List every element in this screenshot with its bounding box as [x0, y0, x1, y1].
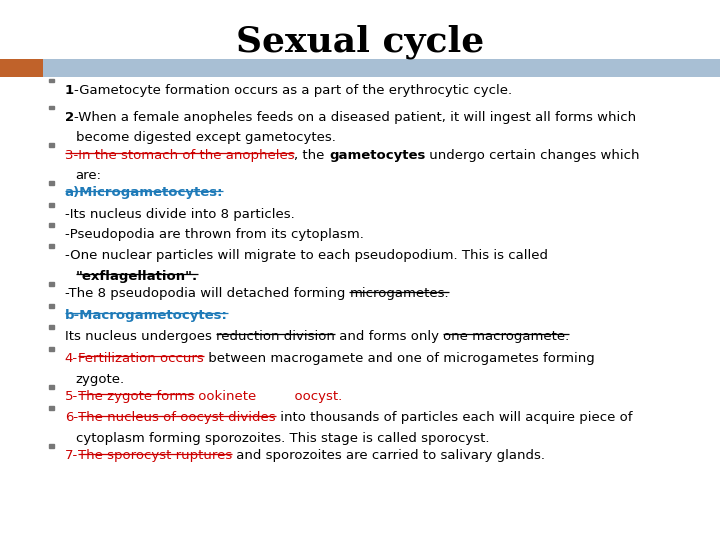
Bar: [49, 406, 55, 410]
Text: -When a female anopheles feeds on a diseased patient, it will ingest all forms w: -When a female anopheles feeds on a dise…: [74, 111, 636, 124]
Bar: [49, 223, 55, 227]
Bar: [49, 303, 55, 308]
Text: into thousands of particles each will acquire piece of: into thousands of particles each will ac…: [276, 411, 632, 424]
Text: and sporozoites are carried to salivary glands.: and sporozoites are carried to salivary …: [233, 449, 545, 462]
Text: The sporocyst ruptures: The sporocyst ruptures: [78, 449, 233, 462]
Text: -One nuclear particles will migrate to each pseudopodium. This is called: -One nuclear particles will migrate to e…: [65, 249, 548, 262]
Text: 5-: 5-: [65, 390, 78, 403]
Bar: [49, 325, 55, 328]
Text: -The 8 pseudopodia will detached forming: -The 8 pseudopodia will detached forming: [65, 287, 349, 300]
Text: Its nucleus undergoes: Its nucleus undergoes: [65, 330, 216, 343]
Text: become digested except gametocytes.: become digested except gametocytes.: [76, 131, 336, 144]
Text: undergo certain changes which: undergo certain changes which: [426, 148, 640, 161]
Text: 4-: 4-: [65, 352, 78, 365]
Text: one macrogamete.: one macrogamete.: [443, 330, 570, 343]
Text: -Gametocyte formation occurs as a part of the erythrocytic cycle.: -Gametocyte formation occurs as a part o…: [74, 84, 512, 97]
Text: "exflagellation".: "exflagellation".: [76, 270, 198, 283]
Text: are:: are:: [76, 169, 102, 182]
Text: -Pseudopodia are thrown from its cytoplasm.: -Pseudopodia are thrown from its cytopla…: [65, 228, 364, 241]
Text: ookinete         oocyst.: ookinete oocyst.: [194, 390, 343, 403]
Text: gametocytes: gametocytes: [329, 148, 426, 161]
Bar: [49, 78, 55, 82]
Text: b-Macrogametocytes:: b-Macrogametocytes:: [65, 309, 228, 322]
Text: The zygote forms: The zygote forms: [78, 390, 194, 403]
Text: reduction division: reduction division: [216, 330, 335, 343]
Bar: [49, 143, 55, 147]
Bar: [49, 347, 55, 351]
Text: microgametes.: microgametes.: [349, 287, 449, 300]
Text: 7-: 7-: [65, 449, 78, 462]
Text: a)Microgametocytes:: a)Microgametocytes:: [65, 186, 223, 199]
Text: 1: 1: [65, 84, 74, 97]
Bar: [49, 202, 55, 206]
Text: Fertilization occurs: Fertilization occurs: [78, 352, 204, 365]
Bar: [49, 244, 55, 248]
Text: , the: , the: [294, 148, 329, 161]
Text: between macrogamete and one of microgametes forming: between macrogamete and one of microgame…: [204, 352, 595, 365]
Bar: [49, 181, 55, 185]
Text: Sexual cycle: Sexual cycle: [236, 24, 484, 59]
Text: zygote.: zygote.: [76, 373, 125, 386]
Text: and forms only: and forms only: [335, 330, 443, 343]
Bar: [49, 282, 55, 286]
Text: 3-In the stomach of the anopheles: 3-In the stomach of the anopheles: [65, 148, 294, 161]
Text: 2: 2: [65, 111, 74, 124]
Bar: [49, 444, 55, 448]
Bar: [0, 59, 720, 77]
Bar: [49, 105, 55, 109]
Text: cytoplasm forming sporozoites. This stage is called sporocyst.: cytoplasm forming sporozoites. This stag…: [76, 432, 489, 445]
Text: 6-: 6-: [65, 411, 78, 424]
Bar: [49, 384, 55, 388]
Text: -Its nucleus divide into 8 particles.: -Its nucleus divide into 8 particles.: [65, 208, 294, 221]
Bar: [0, 59, 43, 77]
Text: The nucleus of oocyst divides: The nucleus of oocyst divides: [78, 411, 276, 424]
